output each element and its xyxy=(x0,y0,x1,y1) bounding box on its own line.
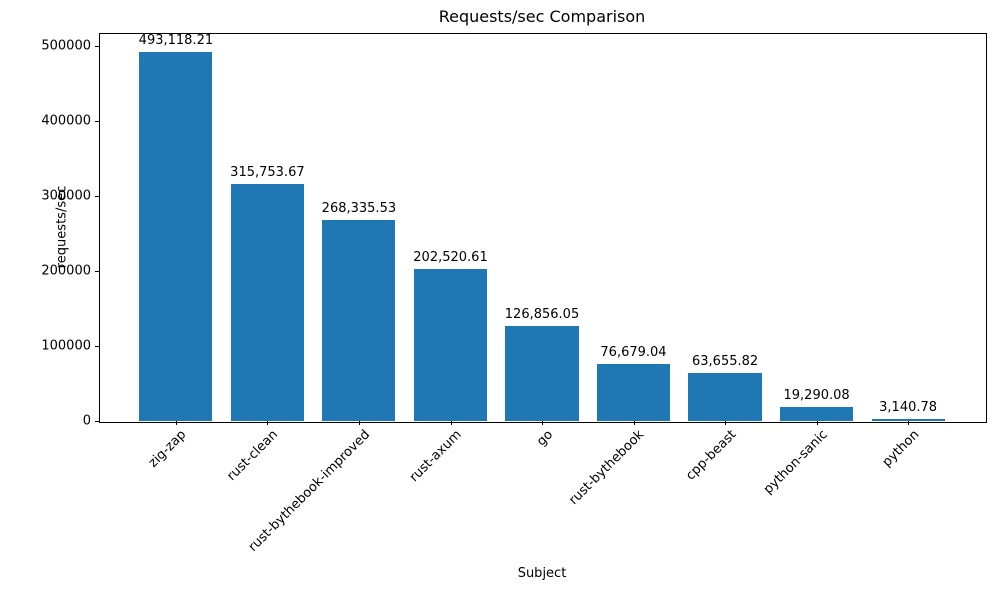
bar-value-label: 315,753.67 xyxy=(230,165,305,181)
x-tick-mark xyxy=(267,421,269,425)
bar-value-label: 3,140.78 xyxy=(879,399,938,415)
x-tick-mark xyxy=(725,421,727,425)
bar xyxy=(139,51,213,421)
x-tick-label: python xyxy=(879,427,923,471)
x-axis-label: Subject xyxy=(517,566,567,581)
x-tick-mark xyxy=(358,421,360,425)
bar-value-label: 202,520.61 xyxy=(413,250,488,266)
bar-value-label: 493,118.21 xyxy=(138,32,214,48)
bar xyxy=(322,219,396,421)
x-tick-label: rust-axum xyxy=(406,427,465,486)
y-tick-mark xyxy=(95,121,99,123)
y-tick-label: 0 xyxy=(82,413,91,429)
y-tick-label: 400000 xyxy=(41,113,91,129)
y-tick-mark xyxy=(95,196,99,198)
x-tick-mark xyxy=(633,421,635,425)
x-tick-mark xyxy=(908,421,910,425)
bar-value-label: 268,335.53 xyxy=(321,200,397,216)
y-tick-mark xyxy=(95,346,99,348)
x-tick-label: cpp-beast xyxy=(682,427,740,484)
y-tick-label: 100000 xyxy=(41,338,91,354)
x-tick-mark xyxy=(175,421,177,425)
bar xyxy=(780,406,854,421)
x-tick-label: go xyxy=(533,427,556,450)
x-tick-label: zig-zap xyxy=(146,427,190,471)
x-tick-mark xyxy=(816,421,818,425)
x-tick-label: python-sanic xyxy=(760,427,831,498)
y-tick-mark xyxy=(95,271,99,273)
y-tick-label: 200000 xyxy=(41,263,91,279)
x-tick-mark xyxy=(450,421,452,425)
x-tick-label: rust-bythebook xyxy=(566,427,648,508)
y-tick-mark xyxy=(95,46,99,48)
x-tick-label: rust-clean xyxy=(224,427,282,484)
bar xyxy=(505,325,579,421)
bar xyxy=(596,363,671,421)
bar xyxy=(230,184,304,421)
bar xyxy=(413,269,488,421)
bar-value-label: 63,655.82 xyxy=(692,354,759,370)
y-tick-mark xyxy=(95,421,99,422)
bar-value-label: 126,856.05 xyxy=(504,306,580,322)
y-tick-label: 300000 xyxy=(41,188,91,204)
x-tick-mark xyxy=(542,421,543,425)
bar-value-label: 19,290.08 xyxy=(783,387,850,403)
chart-title: Requests/sec Comparison xyxy=(438,7,646,26)
bar xyxy=(688,373,762,421)
y-tick-label: 500000 xyxy=(41,38,91,54)
bar xyxy=(871,418,945,421)
bar-value-label: 76,679.04 xyxy=(600,344,667,360)
